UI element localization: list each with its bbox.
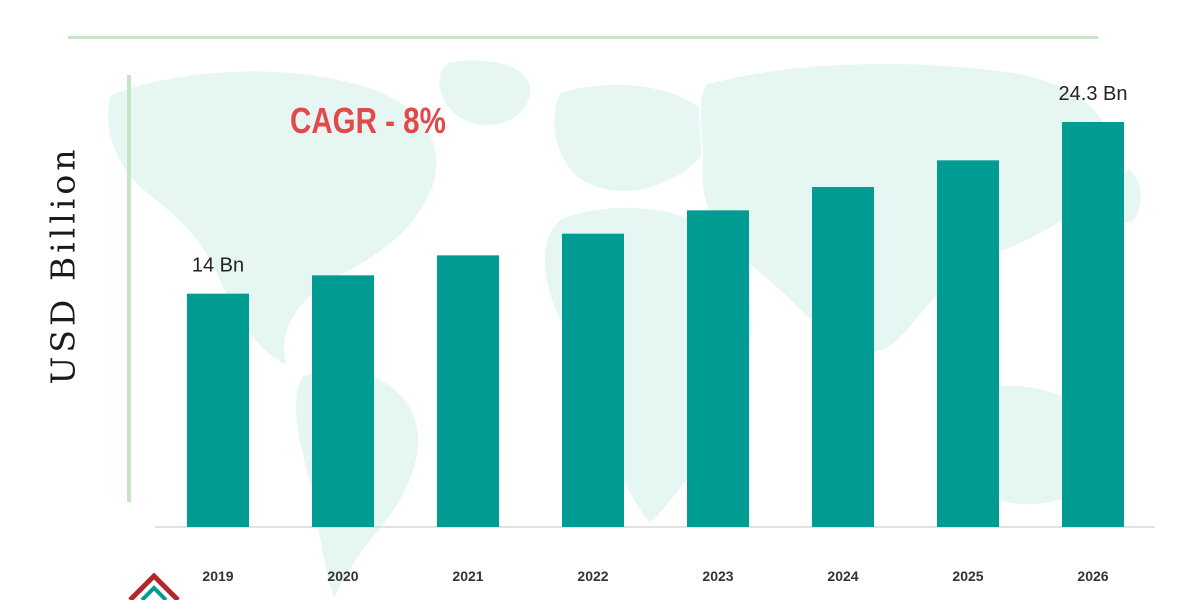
bar-2025 xyxy=(937,160,999,528)
brand-logo-mark xyxy=(128,572,180,600)
y-axis-rule xyxy=(127,75,131,502)
x-tick-label-2024: 2024 xyxy=(827,568,858,584)
x-tick-labels: 2019 2020 2021 2022 2023 2024 2025 2026 xyxy=(202,568,1108,584)
greenland-shape xyxy=(438,58,532,127)
bar-2024 xyxy=(812,187,874,527)
x-tick-label-2023: 2023 xyxy=(702,568,733,584)
bar-series xyxy=(187,122,1124,528)
x-tick-label-2025: 2025 xyxy=(952,568,983,584)
bar-2021 xyxy=(437,255,499,528)
bar-2019 xyxy=(187,293,249,527)
x-tick-label-2020: 2020 xyxy=(327,568,358,584)
data-labels: 14 Bn 24.3 Bn xyxy=(192,83,1128,277)
bar-2026 xyxy=(1062,122,1124,527)
cagr-annotation: CAGR - 8% xyxy=(290,100,446,141)
x-tick-label-2019: 2019 xyxy=(202,568,233,584)
data-label-2019: 14 Bn xyxy=(192,255,244,277)
bar-2020 xyxy=(312,275,374,527)
bar-2023 xyxy=(687,210,749,528)
x-tick-label-2022: 2022 xyxy=(577,568,608,584)
top-rule xyxy=(68,36,1098,39)
europe-shape xyxy=(552,83,712,193)
x-tick-label-2021: 2021 xyxy=(452,568,483,584)
x-tick-label-2026: 2026 xyxy=(1077,568,1108,584)
data-label-2026: 24.3 Bn xyxy=(1059,83,1128,105)
bar-2022 xyxy=(562,233,624,527)
